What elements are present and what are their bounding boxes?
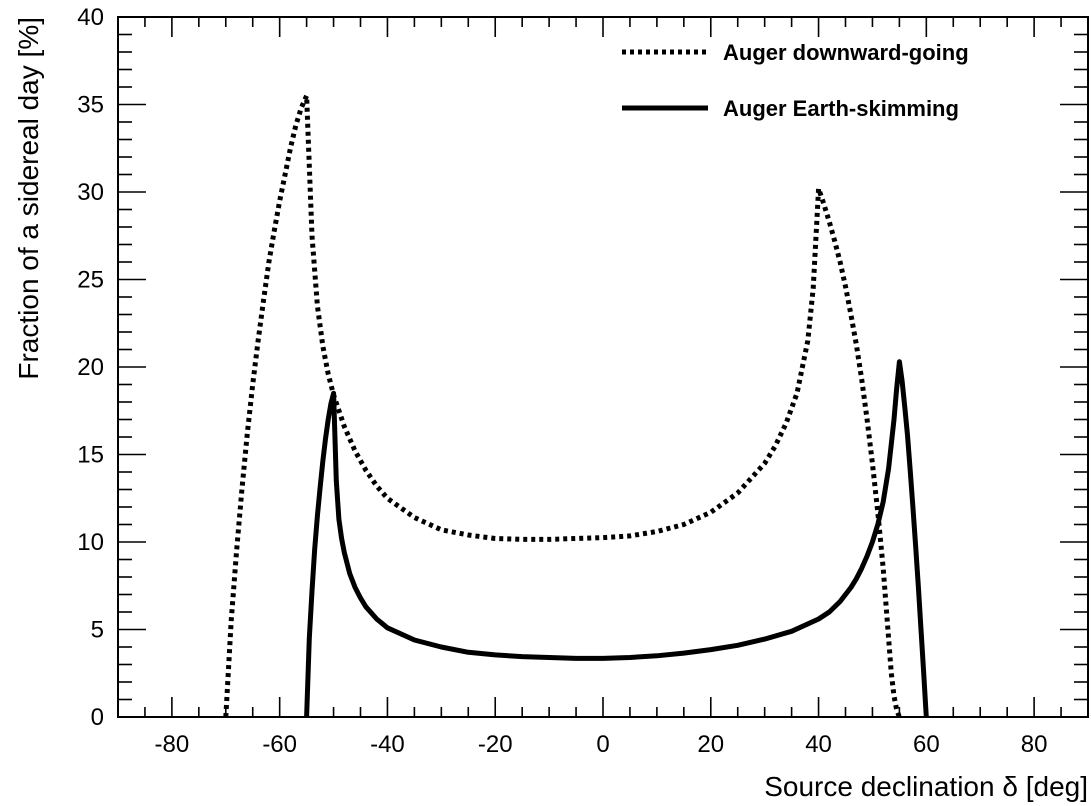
- x-axis-title: Source declination δ [deg]: [764, 771, 1088, 802]
- y-tick-label: 10: [77, 529, 104, 556]
- data-curves: [226, 96, 927, 717]
- x-tick-label: 0: [596, 731, 609, 758]
- x-tick-label: -40: [370, 731, 405, 758]
- y-tick-label: 5: [91, 617, 104, 644]
- axis-ticks: [118, 17, 1088, 717]
- legend-label-downward-going: Auger downward-going: [723, 40, 969, 65]
- y-tick-labels: 0 5 10 15 20 25 30 35 40: [77, 4, 104, 731]
- y-tick-label: 25: [77, 267, 104, 294]
- series-line-earth-skimming: [307, 362, 927, 717]
- y-axis-title: Fraction of a sidereal day [%]: [13, 17, 44, 380]
- y-tick-label: 30: [77, 179, 104, 206]
- x-tick-label: 80: [1021, 731, 1048, 758]
- y-tick-label: 15: [77, 442, 104, 469]
- x-tick-label: -60: [262, 731, 297, 758]
- y-tick-label: 40: [77, 4, 104, 31]
- x-tick-label: 60: [913, 731, 940, 758]
- y-tick-label: 0: [91, 704, 104, 731]
- x-tick-label: 20: [697, 731, 724, 758]
- plot-frame: [118, 17, 1088, 717]
- x-tick-label: 40: [805, 731, 832, 758]
- x-tick-label: -20: [478, 731, 513, 758]
- series-line-downward-going: [226, 96, 900, 717]
- y-tick-label: 20: [77, 354, 104, 381]
- y-tick-label: 35: [77, 92, 104, 119]
- x-tick-label: -80: [155, 731, 190, 758]
- x-tick-labels: -80 -60 -40 -20 0 20 40 60 80: [155, 731, 1048, 758]
- legend: Auger downward-going Auger Earth-skimmin…: [622, 40, 969, 121]
- legend-label-earth-skimming: Auger Earth-skimming: [723, 96, 959, 121]
